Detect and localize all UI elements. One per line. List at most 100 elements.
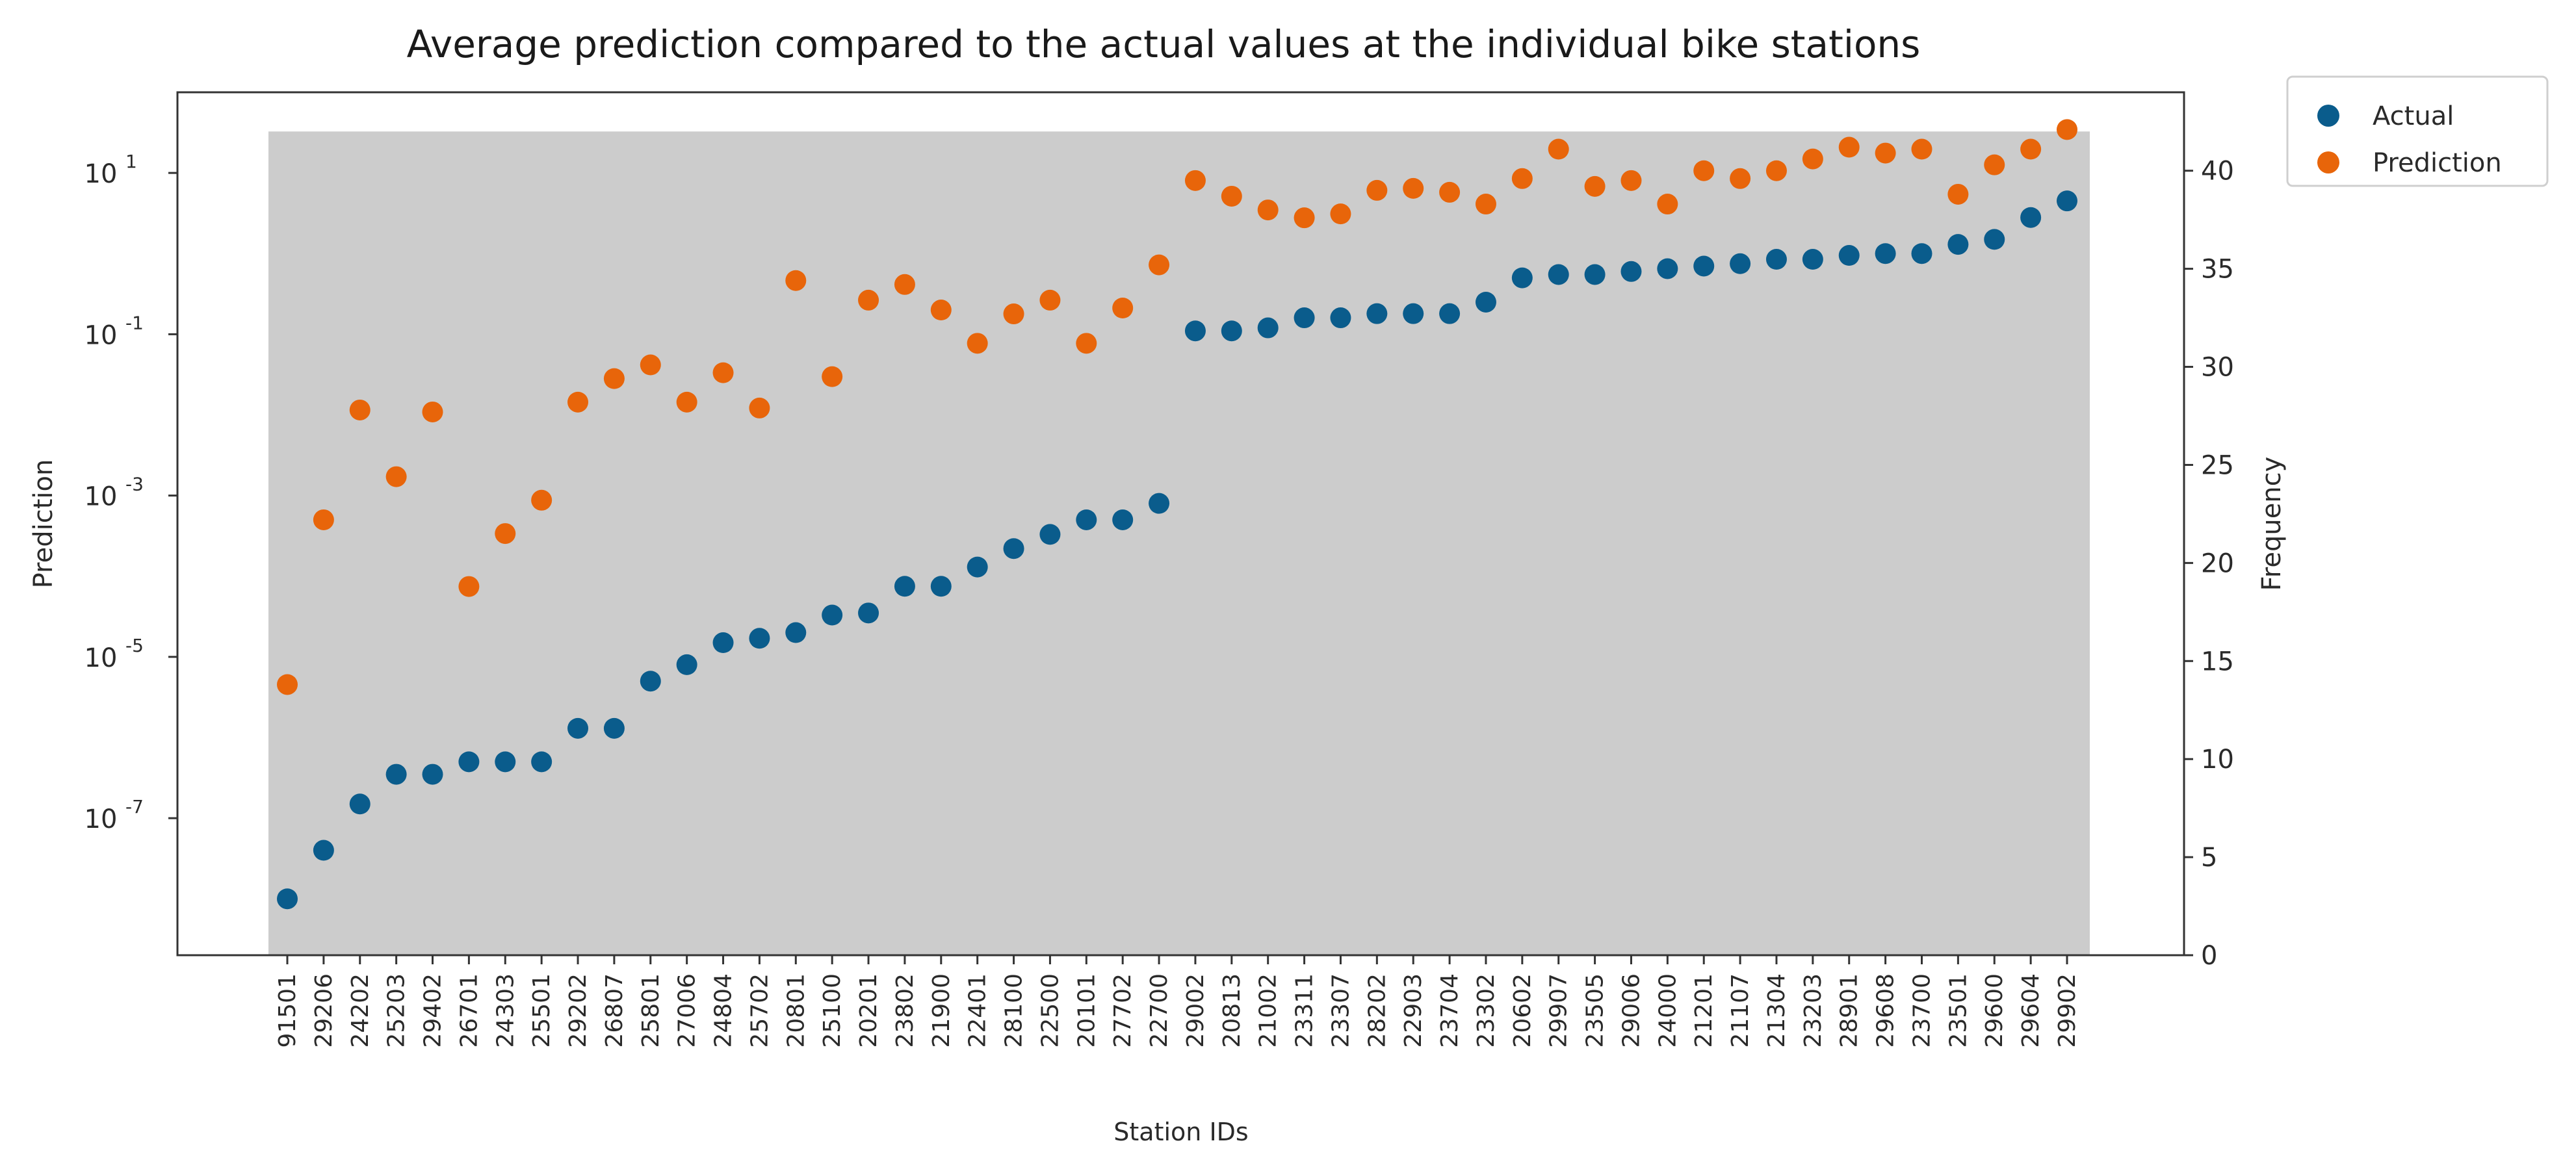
y-tick-label: 10 bbox=[85, 643, 118, 673]
y-axis-label: Prediction bbox=[29, 459, 59, 589]
actual-point bbox=[422, 764, 443, 785]
prediction-point bbox=[531, 489, 553, 511]
actual-point bbox=[1366, 303, 1388, 324]
actual-point bbox=[385, 764, 407, 785]
actual-point bbox=[1039, 524, 1061, 545]
y-tick-exponent: -7 bbox=[125, 796, 144, 817]
actual-point bbox=[1003, 538, 1024, 559]
prediction-point bbox=[422, 401, 443, 422]
actual-point bbox=[1257, 317, 1279, 339]
gray-band bbox=[268, 131, 2090, 955]
actual-point bbox=[858, 602, 879, 624]
prediction-point bbox=[2057, 119, 2077, 140]
x-tick-label: 20602 bbox=[1509, 973, 1536, 1048]
prediction-point bbox=[749, 397, 770, 418]
prediction-point bbox=[1620, 170, 1642, 191]
x-tick-label: 25501 bbox=[528, 973, 555, 1048]
prediction-point bbox=[1548, 138, 1569, 160]
y-tick-exponent: -1 bbox=[125, 312, 144, 333]
actual-point bbox=[1765, 249, 1787, 270]
legend-marker-actual bbox=[2317, 105, 2339, 127]
y-tick-label: 10 bbox=[85, 320, 118, 350]
x-tick-label: 22401 bbox=[965, 973, 991, 1048]
prediction-point bbox=[1330, 203, 1351, 225]
prediction-point bbox=[1947, 183, 1969, 205]
x-tick-label: 23505 bbox=[1582, 973, 1609, 1048]
x-axis-ticks: 91501 29206 24202 25203 29402 26701 24303 25501… bbox=[274, 955, 2081, 1048]
prediction-point bbox=[858, 289, 879, 311]
prediction-point bbox=[785, 270, 807, 291]
prediction-point bbox=[385, 466, 407, 487]
actual-point bbox=[1620, 261, 1642, 282]
prediction-point bbox=[1439, 181, 1461, 203]
actual-point bbox=[1294, 307, 1315, 329]
actual-point bbox=[349, 793, 371, 815]
prediction-point bbox=[1584, 175, 1606, 197]
legend-frame bbox=[2286, 75, 2549, 187]
x-tick-label: 91501 bbox=[274, 973, 301, 1048]
prediction-point bbox=[1511, 168, 1533, 189]
actual-point bbox=[1403, 303, 1424, 324]
prediction-point bbox=[1475, 194, 1496, 215]
x-tick-label: 22903 bbox=[1400, 973, 1427, 1048]
x-tick-label: 24000 bbox=[1654, 973, 1681, 1048]
actual-point bbox=[967, 556, 988, 578]
actual-point bbox=[1584, 264, 1606, 285]
x-tick-label: 28901 bbox=[1836, 973, 1863, 1048]
x-tick-label: 29206 bbox=[311, 973, 337, 1048]
x-tick-label: 29002 bbox=[1182, 973, 1209, 1048]
x-tick-label: 23302 bbox=[1473, 973, 1500, 1048]
y-tick-label: 10 bbox=[85, 804, 118, 834]
actual-point bbox=[495, 751, 516, 773]
x-tick-label: 24202 bbox=[347, 973, 374, 1048]
x-tick-label: 24303 bbox=[492, 973, 519, 1048]
actual-point bbox=[567, 717, 589, 739]
x-tick-label: 24804 bbox=[710, 973, 737, 1048]
x-tick-label: 23311 bbox=[1292, 973, 1318, 1048]
actual-point bbox=[1076, 509, 1097, 530]
prediction-point bbox=[2020, 138, 2042, 160]
actual-point bbox=[1439, 303, 1461, 324]
actual-point bbox=[1221, 320, 1242, 342]
actual-point bbox=[1693, 255, 1715, 277]
actual-point bbox=[1730, 253, 1751, 274]
prediction-point bbox=[1875, 142, 1896, 164]
actual-point bbox=[712, 632, 734, 654]
actual-point bbox=[1838, 245, 1860, 266]
x-tick-label: 23700 bbox=[1908, 973, 1935, 1048]
x-tick-label: 27702 bbox=[1110, 973, 1136, 1048]
actual-point bbox=[277, 888, 298, 910]
prediction-point bbox=[894, 274, 915, 295]
actual-point bbox=[531, 751, 553, 773]
x-tick-label: 20101 bbox=[1073, 973, 1100, 1048]
y2-tick-label: 5 bbox=[2201, 843, 2217, 873]
actual-point bbox=[640, 671, 661, 692]
x-tick-label: 29202 bbox=[565, 973, 592, 1048]
prediction-point bbox=[1257, 199, 1279, 221]
y2-axis-ticks: 0 5 10 15 20 25 30 35 40 bbox=[2184, 157, 2234, 971]
y2-tick-label: 10 bbox=[2201, 745, 2234, 775]
x-tick-label: 20201 bbox=[855, 973, 882, 1048]
y2-tick-label: 0 bbox=[2201, 941, 2217, 971]
actual-point bbox=[1947, 234, 1969, 255]
plot-area-frame bbox=[176, 91, 2185, 957]
chart-title: Average prediction compared to the actua… bbox=[407, 22, 1921, 66]
actual-point bbox=[1802, 249, 1823, 270]
actual-point bbox=[676, 654, 697, 675]
prediction-point bbox=[1984, 154, 2005, 175]
y-tick-exponent: -3 bbox=[125, 474, 144, 495]
prediction-point bbox=[1911, 138, 1932, 160]
y-tick-label: 10 bbox=[85, 159, 118, 189]
prediction-point bbox=[495, 523, 516, 545]
x-tick-label: 29600 bbox=[1981, 973, 2008, 1048]
prediction-point bbox=[1184, 170, 1206, 191]
x-tick-label: 28202 bbox=[1364, 973, 1390, 1048]
prediction-point bbox=[1003, 303, 1024, 325]
actual-point bbox=[1149, 493, 1170, 514]
actual-point bbox=[1548, 264, 1569, 285]
x-tick-label: 22500 bbox=[1037, 973, 1063, 1048]
x-tick-label: 21900 bbox=[928, 973, 955, 1048]
x-tick-label: 22700 bbox=[1146, 973, 1173, 1048]
legend-label-actual: Actual bbox=[2373, 101, 2454, 131]
